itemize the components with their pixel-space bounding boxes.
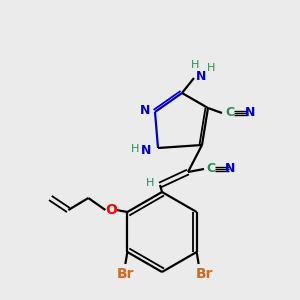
Text: N: N <box>141 143 151 157</box>
Text: O: O <box>105 203 117 217</box>
Text: Br: Br <box>117 267 134 281</box>
Text: N: N <box>196 70 206 83</box>
Text: N: N <box>225 163 235 176</box>
Text: N: N <box>245 106 255 119</box>
Text: H: H <box>191 60 199 70</box>
Text: H: H <box>207 63 215 73</box>
Text: N: N <box>140 104 150 118</box>
Text: H: H <box>146 178 154 188</box>
Text: H: H <box>131 144 139 154</box>
Text: Br: Br <box>196 267 213 281</box>
Text: C: C <box>225 106 235 119</box>
Text: C: C <box>206 163 216 176</box>
